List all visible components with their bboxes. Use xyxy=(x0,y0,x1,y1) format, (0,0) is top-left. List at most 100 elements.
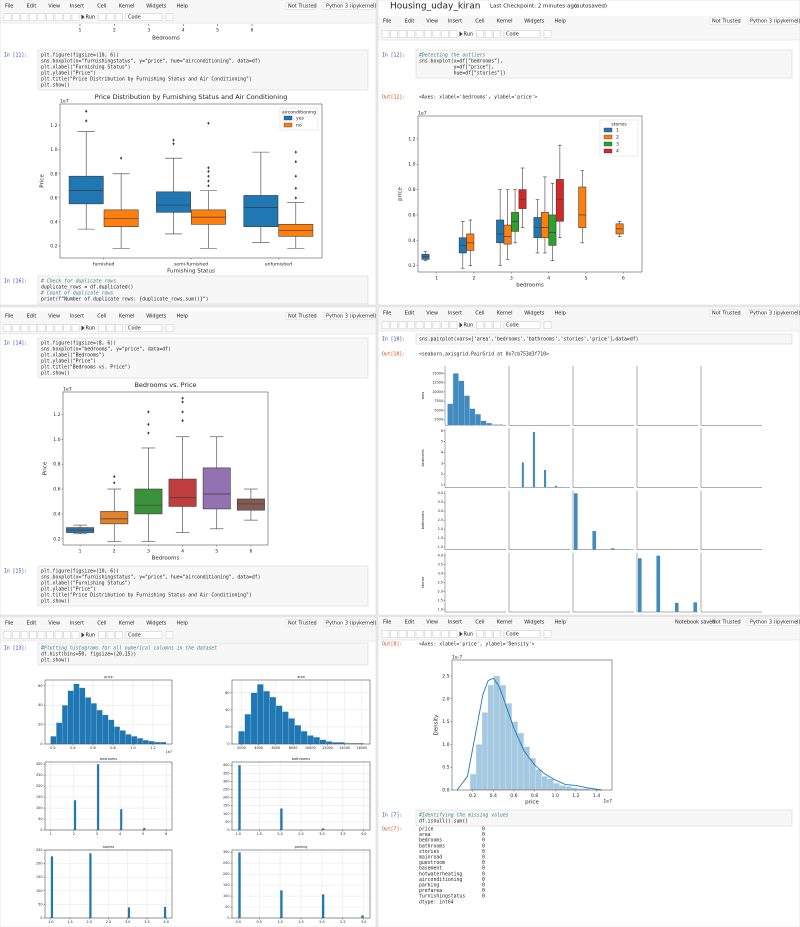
toolbar-button[interactable] xyxy=(381,630,390,638)
menu-item[interactable]: Insert xyxy=(70,4,84,10)
menu-item[interactable]: File xyxy=(383,19,391,25)
toolbar-button[interactable] xyxy=(381,321,390,329)
toolbar-button[interactable] xyxy=(29,631,37,639)
toolbar-button[interactable] xyxy=(424,630,432,638)
toolbar-button[interactable] xyxy=(54,324,63,332)
toolbar-button[interactable] xyxy=(29,13,37,21)
toolbar-button[interactable] xyxy=(46,631,54,639)
menu-item[interactable]: View xyxy=(426,620,438,626)
toolbar-button[interactable] xyxy=(37,324,46,332)
menu-item[interactable]: Edit xyxy=(405,19,415,25)
run-button[interactable]: Run xyxy=(464,32,474,38)
toolbar-button[interactable] xyxy=(390,321,398,329)
menu-item[interactable]: Edit xyxy=(405,620,415,626)
toolbar-button[interactable] xyxy=(98,631,106,639)
toolbar-button[interactable] xyxy=(390,30,398,38)
cell-type-select[interactable] xyxy=(503,321,541,329)
cell-type-select[interactable] xyxy=(125,631,163,639)
cell-type-select[interactable] xyxy=(503,30,541,38)
menu-item[interactable]: Cell xyxy=(97,4,106,10)
menu-item[interactable]: Widgets xyxy=(524,620,545,626)
toolbar-button[interactable] xyxy=(98,324,106,332)
menu-item[interactable]: Kernel xyxy=(497,620,513,626)
toolbar-button[interactable] xyxy=(432,30,441,38)
toolbar-button[interactable] xyxy=(12,631,20,639)
toolbar-button[interactable] xyxy=(424,30,432,38)
trusted-status[interactable]: Not Trusted xyxy=(712,19,741,25)
toolbar-button[interactable] xyxy=(37,631,46,639)
cell-type[interactable]: Code xyxy=(506,32,519,38)
trusted-status[interactable]: Not Trusted xyxy=(712,620,741,626)
toolbar-button[interactable] xyxy=(543,630,552,638)
run-button[interactable]: Run xyxy=(86,633,96,639)
menu-item[interactable]: File xyxy=(5,4,13,10)
toolbar-button[interactable] xyxy=(20,631,29,639)
trusted-badge[interactable] xyxy=(285,312,315,320)
menu-item[interactable]: Kernel xyxy=(119,621,135,627)
cell-type[interactable]: Code xyxy=(506,632,519,638)
menu-item[interactable]: View xyxy=(48,4,60,10)
toolbar-button[interactable] xyxy=(165,631,174,639)
menu-item[interactable]: View xyxy=(48,621,60,627)
menu-item[interactable]: Widgets xyxy=(146,314,167,320)
toolbar-button[interactable] xyxy=(407,30,415,38)
toolbar-button[interactable] xyxy=(493,30,501,38)
toolbar-button[interactable] xyxy=(165,13,174,21)
menu-item[interactable]: Edit xyxy=(27,314,37,320)
menu-item[interactable]: Cell xyxy=(97,621,106,627)
trusted-badge[interactable] xyxy=(709,309,739,317)
menu-item[interactable]: Help xyxy=(177,621,188,627)
toolbar-button[interactable] xyxy=(46,13,54,21)
menu-item[interactable]: Widgets xyxy=(146,4,167,10)
menu-item[interactable]: Help xyxy=(177,4,188,10)
toolbar-button[interactable] xyxy=(493,630,501,638)
toolbar-button[interactable] xyxy=(484,321,493,329)
trusted-status[interactable]: Not Trusted xyxy=(288,4,317,10)
menu-item[interactable]: Widgets xyxy=(146,621,167,627)
toolbar-button[interactable] xyxy=(106,631,115,639)
run-button[interactable]: Run xyxy=(86,15,96,21)
toolbar-button[interactable] xyxy=(3,13,12,21)
menu-item[interactable]: Kernel xyxy=(497,19,513,25)
toolbar-button[interactable] xyxy=(476,321,484,329)
cell-type-select[interactable] xyxy=(125,324,163,332)
toolbar-button[interactable] xyxy=(165,324,174,332)
toolbar-button[interactable] xyxy=(106,13,115,21)
menu-item[interactable]: Cell xyxy=(475,620,484,626)
menu-item[interactable]: View xyxy=(48,314,60,320)
toolbar-button[interactable] xyxy=(543,321,552,329)
toolbar-button[interactable] xyxy=(54,631,63,639)
menu-item[interactable]: Help xyxy=(555,19,566,25)
trusted-badge[interactable] xyxy=(709,618,739,626)
menu-item[interactable]: Insert xyxy=(70,621,84,627)
toolbar-button[interactable] xyxy=(71,13,80,21)
toolbar-button[interactable] xyxy=(398,30,407,38)
run-button[interactable]: Run xyxy=(464,323,474,329)
menu-item[interactable]: Kernel xyxy=(497,311,513,317)
cell-type[interactable]: Code xyxy=(128,15,141,21)
menu-item[interactable]: File xyxy=(5,314,13,320)
menu-item[interactable]: Insert xyxy=(448,19,462,25)
toolbar-button[interactable] xyxy=(54,13,63,21)
toolbar-button[interactable] xyxy=(12,13,20,21)
cell-type[interactable]: Code xyxy=(128,633,141,639)
toolbar-button[interactable] xyxy=(63,631,71,639)
toolbar-button[interactable] xyxy=(441,630,449,638)
trusted-status[interactable]: Not Trusted xyxy=(712,311,741,317)
menu-item[interactable]: Insert xyxy=(448,620,462,626)
toolbar-button[interactable] xyxy=(432,321,441,329)
menu-item[interactable]: Insert xyxy=(448,311,462,317)
menu-item[interactable]: Insert xyxy=(70,314,84,320)
toolbar-button[interactable] xyxy=(398,321,407,329)
toolbar-button[interactable] xyxy=(424,321,432,329)
toolbar-button[interactable] xyxy=(432,630,441,638)
menu-item[interactable]: Cell xyxy=(97,314,106,320)
menu-item[interactable]: Edit xyxy=(405,311,415,317)
menu-item[interactable]: Widgets xyxy=(524,19,545,25)
toolbar-button[interactable] xyxy=(449,30,458,38)
toolbar-button[interactable] xyxy=(398,630,407,638)
run-button[interactable]: Run xyxy=(464,632,474,638)
toolbar-button[interactable] xyxy=(71,631,80,639)
toolbar-button[interactable] xyxy=(415,30,424,38)
toolbar-button[interactable] xyxy=(381,30,390,38)
